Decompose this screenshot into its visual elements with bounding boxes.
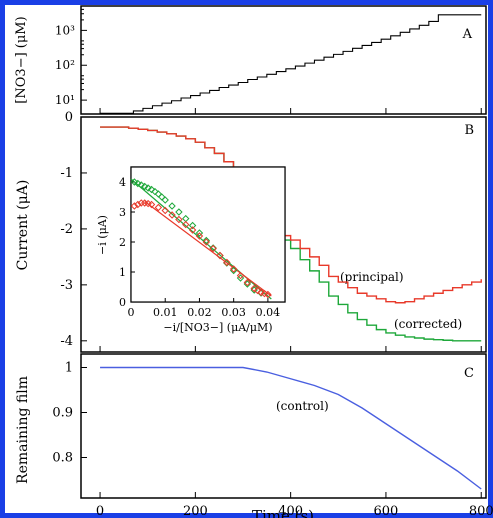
panel-b-label: B xyxy=(464,123,474,138)
panel-a-ytick-label: 10¹ xyxy=(55,93,75,107)
inset-corrected-point xyxy=(147,185,156,194)
panel-c-label: C xyxy=(464,366,474,381)
inset-ytick-label: 4 xyxy=(119,176,126,189)
inset-corrected-point xyxy=(175,208,183,216)
inset-principal-point xyxy=(134,200,142,209)
inset-principal-point xyxy=(264,290,272,299)
inset-ytick-label: 0 xyxy=(119,296,126,309)
panel-c-xtick-label: 0 xyxy=(96,504,104,518)
inset-principal-point xyxy=(216,251,224,260)
inset-principal-point xyxy=(253,286,262,295)
inset-principal-point xyxy=(175,215,183,224)
control-annotation: (control) xyxy=(276,399,329,413)
inset-ytick-label: 3 xyxy=(119,206,126,219)
panel-a-ylabel: [NO3−] (μM) xyxy=(14,16,29,103)
inset-corrected-point xyxy=(195,229,204,237)
panel-c-xtick-label: 600 xyxy=(374,504,399,518)
inset-principal-fit-line xyxy=(144,201,272,297)
inset-xtick-label: 0 xyxy=(128,306,135,319)
panel-c-ytick-label: 0.8 xyxy=(52,451,73,466)
inset-principal-point xyxy=(188,226,197,234)
inset-corrected-point xyxy=(188,221,197,230)
inset-principal-point xyxy=(223,258,231,267)
x-axis-title: Time (s) xyxy=(252,507,314,518)
principal-current-line xyxy=(100,126,482,304)
inset-corrected-point xyxy=(134,179,142,188)
inset-principal-point xyxy=(243,278,252,287)
panel-a-ytick-label: 10² xyxy=(55,58,75,72)
inset-corrected-point xyxy=(140,182,149,191)
inset-ytick-label: 2 xyxy=(119,236,126,249)
inset-principal-point xyxy=(250,284,258,293)
inset-principal-point xyxy=(209,244,217,253)
inset-principal-point xyxy=(147,200,156,209)
inset-ylabel: −i (μA) xyxy=(96,215,109,255)
inset-corrected-point xyxy=(144,184,152,192)
inset-principal-point xyxy=(168,211,176,219)
inset-ytick-label: 1 xyxy=(119,266,126,279)
panel-b-ylabel: Current (μA) xyxy=(15,180,31,271)
panel-a-frame xyxy=(80,5,487,115)
panel-c-ytick-label: 1 xyxy=(65,361,73,376)
inset-principal-point xyxy=(202,238,210,246)
panel-b-frame xyxy=(80,116,487,353)
inset-xtick-label: 0.04 xyxy=(256,306,281,319)
inset-xlabel: −i/[NO3−] (μA/μM) xyxy=(163,321,272,334)
inset-principal-point xyxy=(182,220,190,229)
inset-principal-point xyxy=(195,232,204,240)
principal-annotation: (principal) xyxy=(340,270,404,284)
panel-b-ytick-label: -4 xyxy=(60,334,73,349)
remaining-film-line xyxy=(100,366,482,490)
panel-b-ytick-label: -2 xyxy=(60,222,73,237)
corrected-annotation: (corrected) xyxy=(394,317,462,331)
inset-corrected-point xyxy=(151,187,159,196)
nitrate-staircase-line xyxy=(100,14,482,114)
inset-plot-area xyxy=(130,166,286,303)
inset-principal-point xyxy=(130,202,139,210)
panel-b-ytick-label: -1 xyxy=(60,166,73,181)
inset-xtick-label: 0.02 xyxy=(187,306,212,319)
inset-corrected-point xyxy=(168,202,176,210)
inset-principal-point xyxy=(154,203,163,212)
panel-a-ytick-label: 10³ xyxy=(55,23,75,37)
inset-corrected-point xyxy=(137,181,145,189)
inset-xtick-label: 0.03 xyxy=(221,306,246,319)
panel-c-ylabel: Remaining film xyxy=(15,376,31,484)
panel-c-xtick-label: 400 xyxy=(278,504,303,518)
inset-principal-point xyxy=(161,206,169,215)
inset-principal-point xyxy=(229,265,238,273)
inset-principal-point xyxy=(236,271,245,280)
panel-c-xtick-label: 200 xyxy=(183,504,208,518)
inset-corrected-point xyxy=(161,196,169,204)
panel-c-frame xyxy=(80,353,487,499)
panel-b-ytick-label: -3 xyxy=(60,278,73,293)
inset-corrected-point xyxy=(130,178,139,186)
panel-a-label: A xyxy=(462,27,473,42)
panel-b-ytick-label: 0 xyxy=(65,110,73,125)
panel-c-xtick-label: 800 xyxy=(469,504,493,518)
panel-c-ytick-label: 0.9 xyxy=(52,406,73,421)
inset-corrected-point xyxy=(202,236,210,245)
inset-xtick-label: 0.01 xyxy=(153,306,178,319)
